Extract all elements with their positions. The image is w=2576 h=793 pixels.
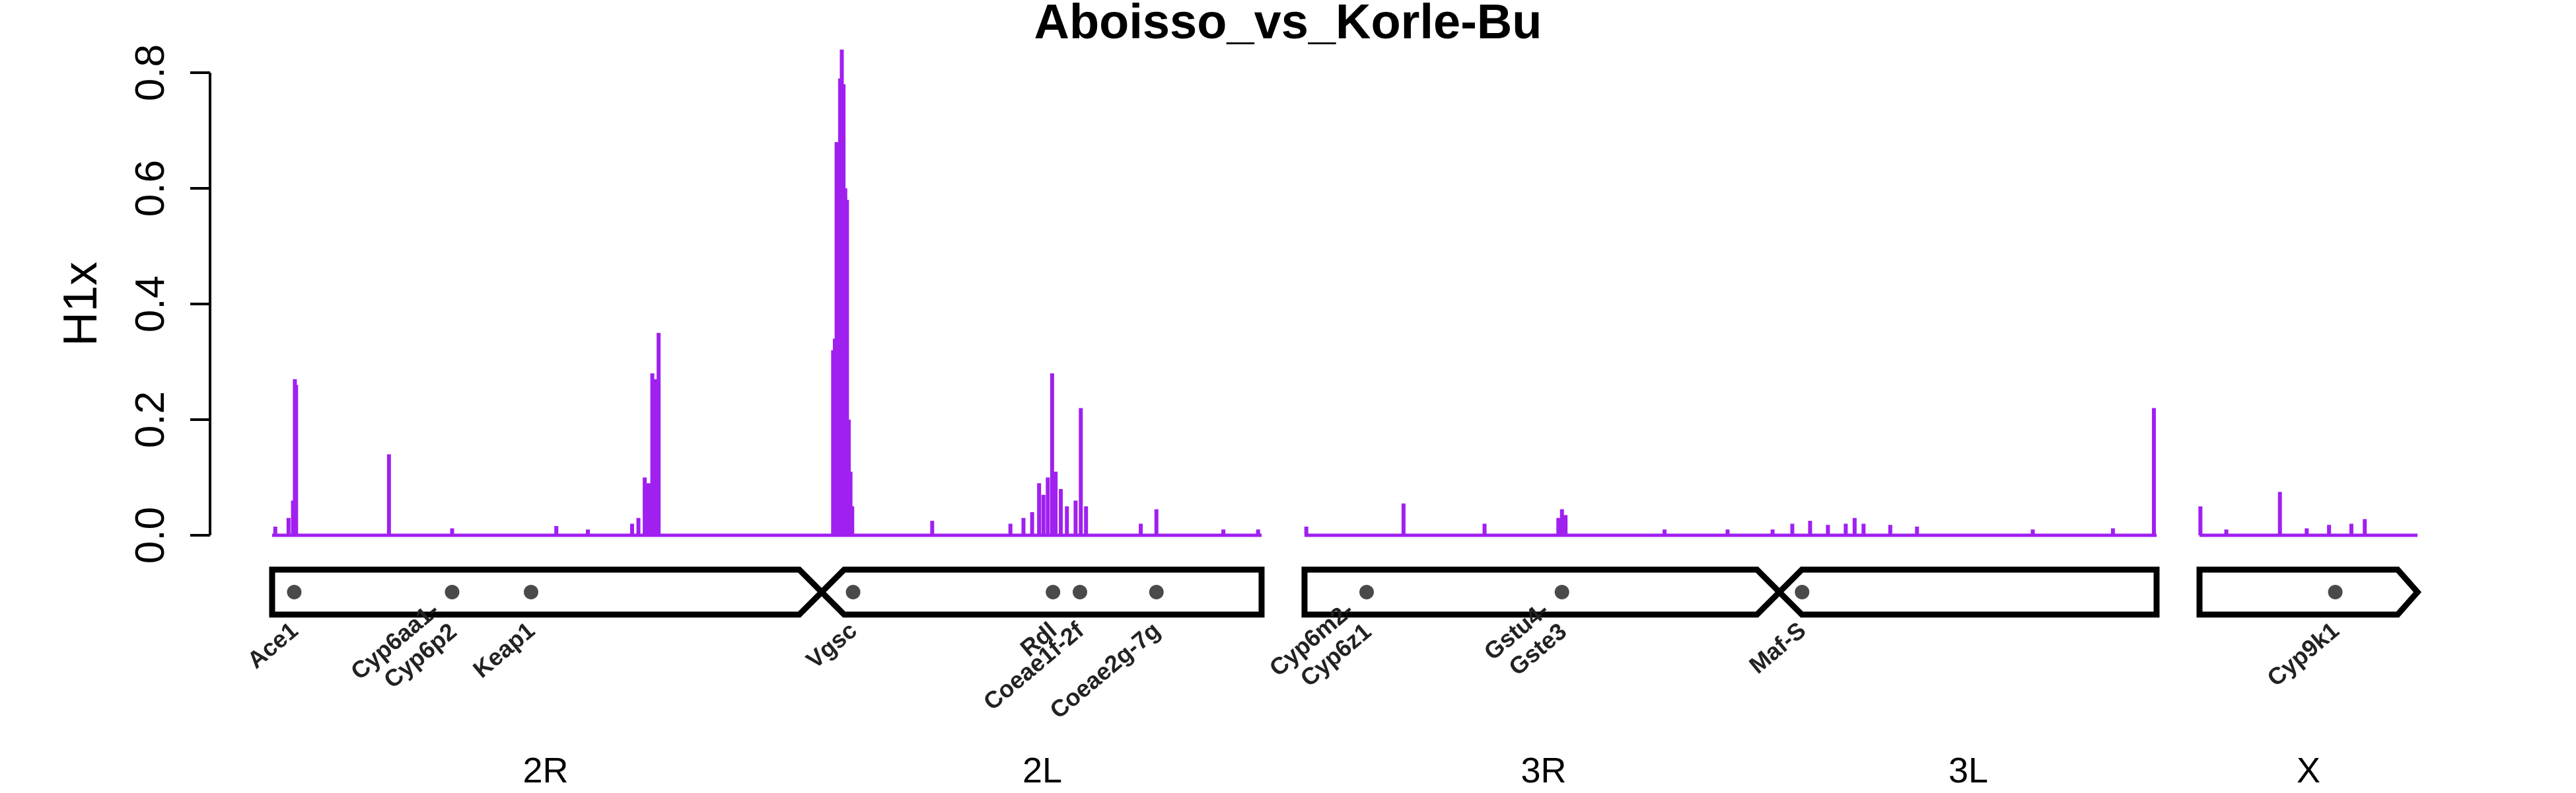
y-tick-label: 0.2 — [127, 391, 173, 448]
y-axis: 0.0 0.2 0.4 0.6 0.8 — [127, 44, 211, 564]
gene-marker-dot — [1149, 585, 1164, 599]
chart-title: Aboisso_vs_Korle-Bu — [1034, 0, 1542, 49]
chromosome-ideograms — [269, 566, 2422, 618]
chromosome-3L — [1775, 566, 2160, 618]
gene-label: Ace1 — [242, 617, 303, 674]
chromosome-label-2R: 2R — [522, 751, 568, 790]
y-tick-label: 0.4 — [127, 276, 173, 332]
y-tick-label: 0.6 — [127, 160, 173, 217]
gene-label-line: Maf-S — [1744, 617, 1810, 679]
gene-marker-dot — [1073, 585, 1087, 599]
gene-markers: Ace1 Cyp6aa1-Cyp6p2 Keap1 Vgsc RdlCoeae1f-2f… — [242, 585, 2344, 724]
gene-marker-dot — [1359, 585, 1375, 599]
chromosome-2R — [269, 566, 826, 618]
gene-marker-dot — [445, 585, 460, 599]
chromosome-label-3R: 3R — [1521, 751, 1566, 790]
chromosome-2L — [817, 566, 1265, 618]
chromosome-labels: 2R 2L 3R 3L X — [522, 751, 2320, 790]
gene-marker-dot — [1795, 585, 1810, 599]
gene-label-line: Ace1 — [242, 617, 303, 674]
gene-label-line: Keap1 — [468, 617, 540, 683]
y-tick-label: 0.0 — [127, 507, 173, 564]
gene-label: Vgsc — [801, 617, 861, 674]
gene-label: Keap1 — [468, 617, 540, 683]
gene-label: Maf-S — [1744, 617, 1810, 679]
gene-marker-dot — [1554, 585, 1569, 599]
gene-label: Cyp9k1 — [2262, 617, 2343, 692]
gene-marker-dot — [1046, 585, 1061, 599]
chromosome-label-3L: 3L — [1949, 751, 1988, 790]
chromosome-X — [2196, 566, 2422, 618]
gene-label-line: Cyp9k1 — [2262, 617, 2343, 692]
y-axis-label: H1x — [54, 262, 107, 346]
gene-marker-dot — [287, 585, 302, 599]
gene-marker-dot — [2328, 585, 2343, 599]
gene-marker-dot — [845, 585, 861, 599]
h1x-series — [272, 50, 2417, 537]
gene-label: Gstu4-Gste3 — [1478, 596, 1571, 687]
gene-marker-dot — [524, 585, 538, 599]
chromosome-label-X: X — [2297, 751, 2320, 790]
chromosome-3R — [1301, 566, 1784, 618]
chromosome-label-2L: 2L — [1022, 751, 1062, 790]
gene-label-line: Vgsc — [801, 617, 861, 674]
y-tick-label: 0.8 — [127, 44, 173, 101]
